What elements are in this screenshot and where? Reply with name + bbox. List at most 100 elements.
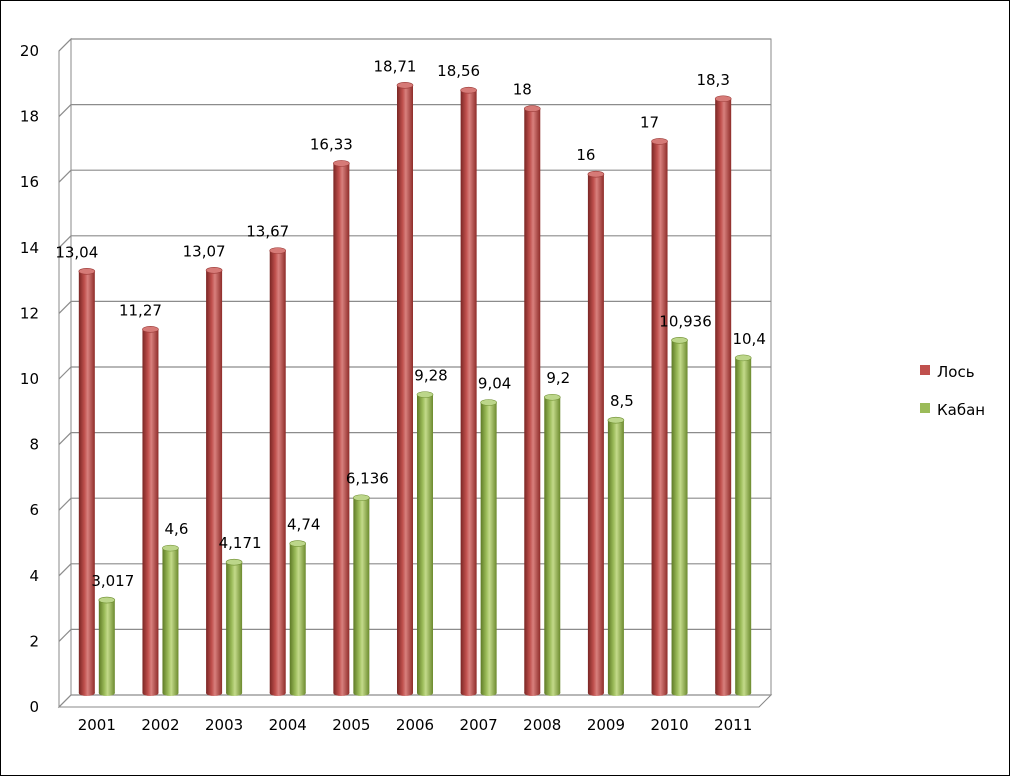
bar-base: [98, 690, 115, 696]
y-tick-label: 16: [20, 173, 39, 191]
bar-body: [735, 357, 752, 693]
bar-top: [671, 336, 688, 344]
bar-Лось-2010: [651, 138, 668, 696]
bar-base: [78, 690, 95, 696]
bar-base: [651, 690, 668, 696]
data-label-Кабан-2003: 4,171: [219, 534, 262, 552]
bar-body: [162, 548, 179, 693]
bar-top: [416, 391, 434, 398]
legend-swatch-series-0: [920, 365, 930, 375]
y-tick-label: 12: [20, 304, 39, 322]
gridline-side: [58, 235, 72, 249]
gridline-side: [58, 366, 72, 380]
x-tick-label: 2007: [460, 716, 498, 734]
data-label-Лось-2007: 18,56: [437, 62, 480, 80]
bar-Лось-2009: [587, 170, 605, 696]
bar-top: [607, 416, 625, 424]
bar-Кабан-2003: [225, 558, 243, 696]
bar-top: [289, 540, 307, 547]
bar-top: [587, 170, 605, 178]
gridline-side: [58, 38, 72, 52]
data-label-Лось-2010: 17: [640, 113, 659, 131]
bar-Лось-2001: [78, 267, 96, 696]
x-tick-label: 2002: [141, 716, 179, 734]
x-tick-label: 2010: [650, 716, 688, 734]
data-label-Лось-2005: 16,33: [310, 135, 353, 153]
data-label-Кабан-2001: 3,017: [91, 572, 134, 590]
bar-Лось-2002: [142, 326, 159, 696]
y-tick-label: 18: [20, 108, 39, 126]
bar-base: [206, 690, 223, 696]
gridline-side: [58, 628, 72, 642]
x-tick-label: 2004: [269, 716, 307, 734]
x-tick-label: 2009: [587, 716, 625, 734]
bar-body: [715, 98, 732, 693]
bar-top: [396, 82, 414, 89]
legend-swatch-series-1: [920, 403, 930, 413]
bar-base: [460, 690, 477, 696]
bar-Лось-2006: [396, 82, 414, 696]
bar-base: [544, 690, 561, 696]
data-label-Кабан-2006: 9,28: [414, 367, 447, 385]
bar-body: [544, 397, 561, 693]
x-tick-label: 2008: [523, 716, 561, 734]
gridline-side: [58, 432, 72, 446]
bar-body: [397, 85, 413, 693]
legend: Лось Кабан: [920, 363, 985, 419]
bar-top: [205, 267, 223, 274]
bar-body: [142, 329, 159, 693]
y-tick-label: 10: [20, 370, 39, 388]
bar-body: [269, 250, 286, 693]
x-tick-label: 2006: [396, 716, 434, 734]
bar-Кабан-2001: [98, 596, 116, 696]
bar-body: [289, 543, 306, 693]
data-label-Лось-2003: 13,07: [183, 242, 226, 260]
y-tick-label: 0: [29, 698, 39, 716]
bar-body: [480, 402, 497, 693]
bar-Лось-2004: [269, 247, 287, 696]
bar-Кабан-2009: [607, 416, 625, 696]
y-tick-label: 20: [20, 42, 39, 60]
bar-Лось-2005: [333, 160, 350, 696]
bar-body: [226, 562, 243, 693]
bar-Лось-2003: [205, 267, 223, 696]
bar-body: [524, 108, 541, 694]
data-label-Кабан-2002: 4,6: [165, 520, 189, 538]
data-label-Лось-2006: 18,71: [374, 57, 417, 75]
bar-base: [671, 690, 688, 696]
x-tick-label: 2001: [78, 716, 116, 734]
y-tick-label: 2: [29, 632, 39, 650]
bar-body: [671, 340, 688, 693]
bar-body: [78, 271, 95, 693]
bar-base: [715, 690, 732, 696]
data-label-Кабан-2011: 10,4: [732, 330, 765, 348]
bars: [78, 82, 752, 696]
bar-Кабан-2006: [416, 391, 434, 696]
data-label-Лось-2008: 18: [513, 81, 532, 99]
gridline-side: [58, 694, 72, 708]
bar-base: [333, 690, 350, 696]
bar-Лось-2007: [460, 86, 477, 696]
bar-Кабан-2010: [671, 336, 688, 696]
data-label-Лось-2004: 13,67: [246, 223, 289, 241]
bar-top: [142, 326, 159, 333]
data-label-Кабан-2004: 4,74: [287, 516, 320, 534]
bar-top: [225, 558, 243, 566]
bar-body: [333, 163, 350, 694]
y-axis-ticks: 0 2 4 6 8 10 12 14 16 18 20: [20, 42, 39, 716]
y-tick-label: 6: [29, 501, 39, 519]
legend-label-series-0: Лось: [937, 363, 975, 381]
bar-body: [417, 394, 433, 693]
bar-body: [353, 497, 370, 693]
bar-body: [651, 141, 668, 693]
bar-Кабан-2008: [543, 393, 561, 696]
gridline-side: [58, 169, 72, 183]
bar-top: [480, 399, 497, 406]
floor: [57, 694, 773, 708]
data-label-Лось-2002: 11,27: [119, 301, 162, 319]
bar-top: [651, 138, 668, 145]
legend-item-series-1: Кабан: [920, 401, 985, 419]
legend-item-series-0: Лось: [920, 363, 975, 381]
bar-base: [226, 690, 243, 696]
bar-top: [162, 544, 179, 552]
